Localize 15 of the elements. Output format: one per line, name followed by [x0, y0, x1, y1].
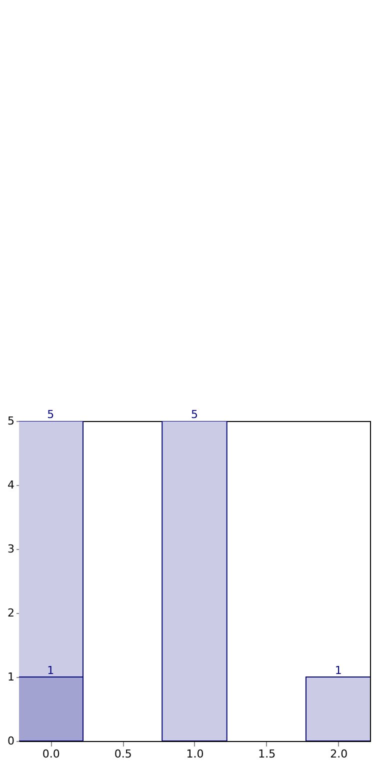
y-tick-label: 4: [8, 478, 14, 492]
x-tick-label: 2.0: [330, 748, 348, 760]
y-tick-label: 3: [8, 542, 14, 556]
y-tick-label: 5: [8, 414, 14, 428]
y-tick-label: 0: [8, 734, 14, 748]
data-label: 5: [191, 408, 198, 421]
y-tick-label: 2: [8, 606, 14, 620]
data-label: 5: [47, 408, 54, 421]
data-label: 1: [47, 664, 54, 677]
data-label: 1: [334, 664, 342, 677]
x-tick-label: 1.5: [258, 748, 276, 760]
x-tick-label: 1.0: [186, 748, 204, 760]
x-tick-label: 0.0: [42, 748, 60, 760]
x-tick-label: 0.5: [114, 748, 132, 760]
y-tick-label: 1: [8, 670, 14, 684]
